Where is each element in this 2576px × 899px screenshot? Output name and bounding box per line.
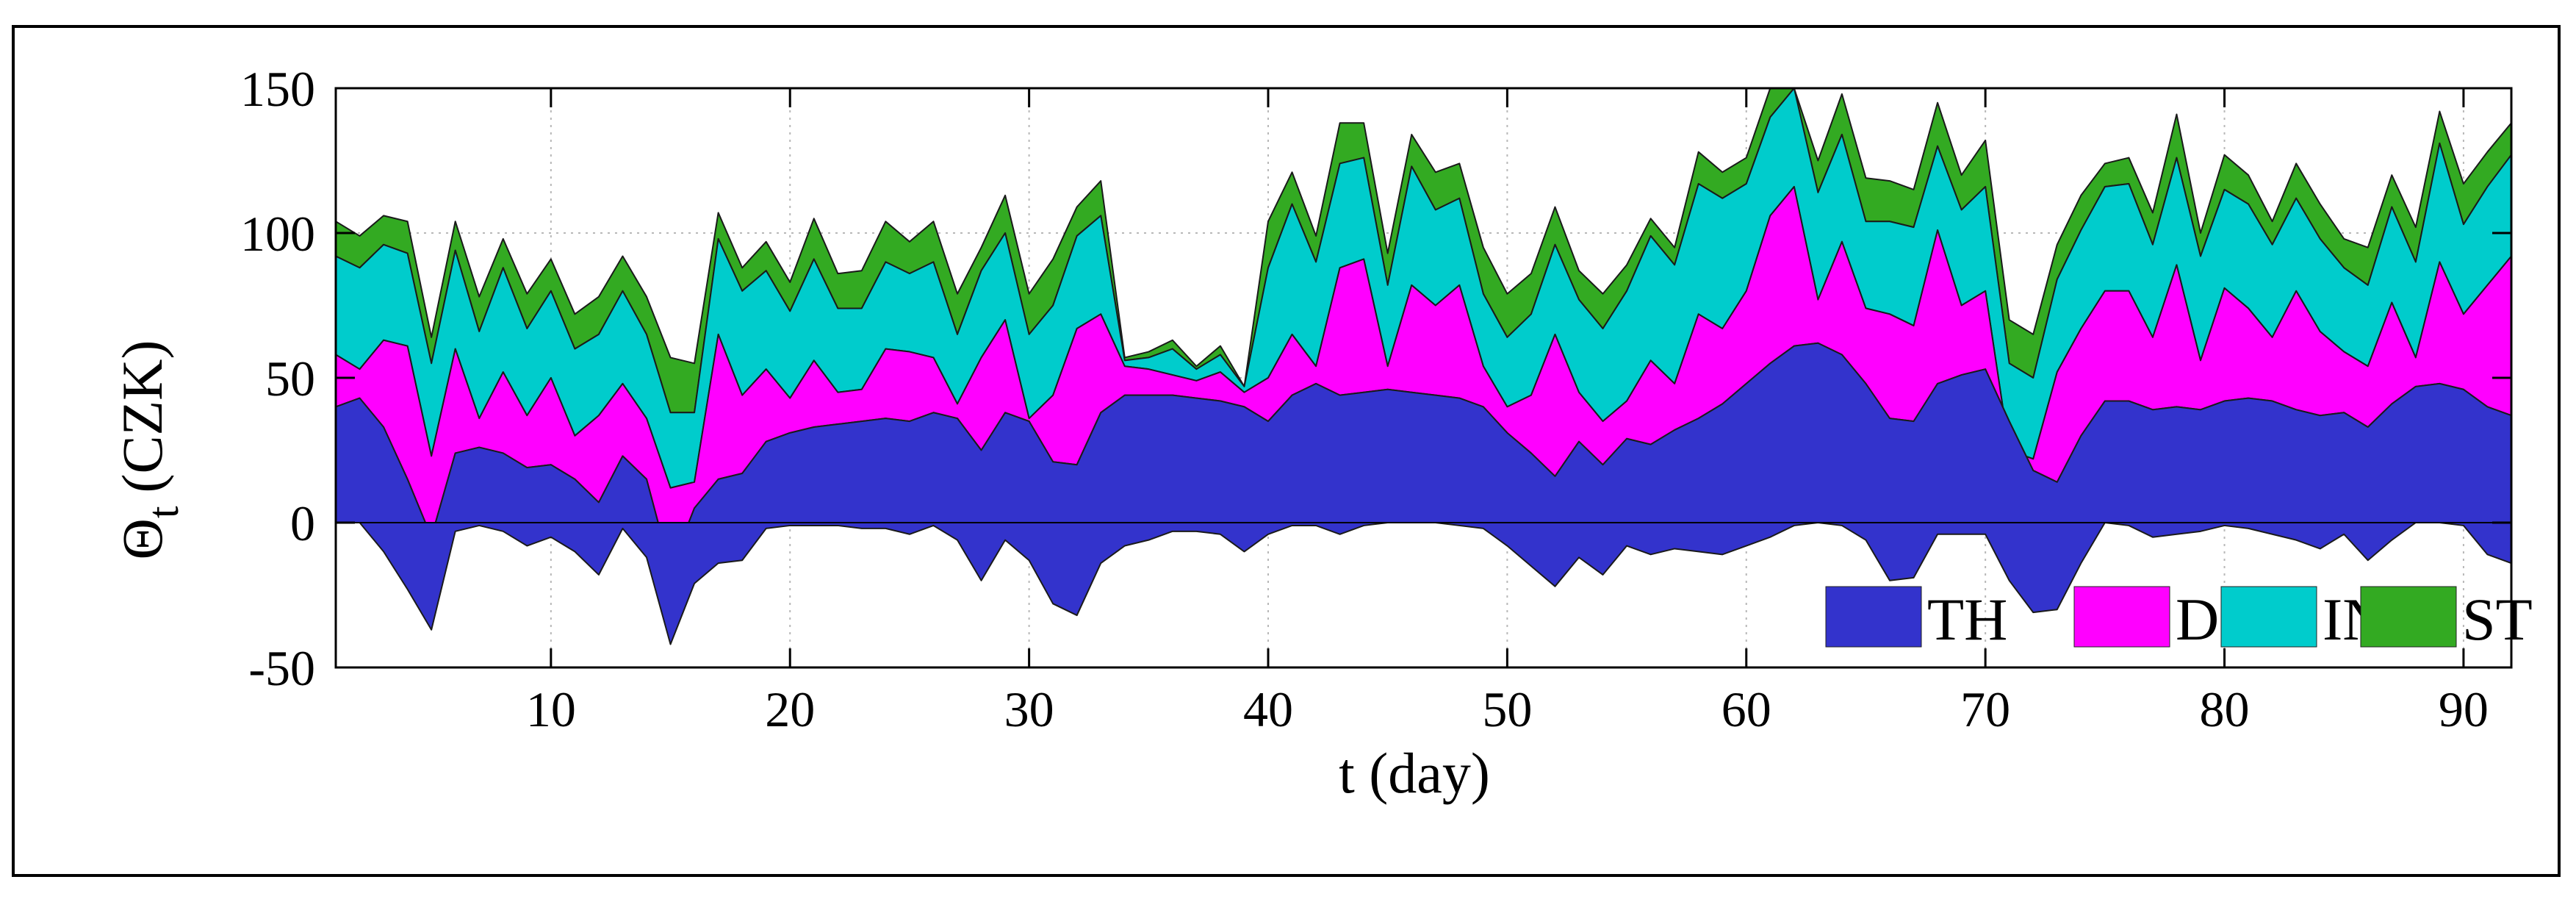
x-tick-label: 30 (1004, 681, 1054, 737)
legend-swatch-st (2360, 586, 2457, 648)
y-tick-label: -50 (248, 640, 315, 696)
x-tick-label: 10 (526, 681, 576, 737)
x-tick-label: 40 (1243, 681, 1293, 737)
axis-titles: t (day) Θt (CZK) (110, 340, 1490, 805)
legend-swatch-in (2220, 586, 2317, 648)
legend-label-th: TH (1927, 586, 2007, 653)
y-tick-label: 150 (240, 61, 315, 117)
legend: TH DE IN ST (1825, 586, 2533, 653)
plot-area (336, 88, 2511, 667)
y-tick-label: 50 (265, 351, 315, 406)
x-tick-label: 90 (2439, 681, 2489, 737)
x-tick-label: 60 (1721, 681, 1771, 737)
y-axis-title: Θt (CZK) (110, 340, 187, 560)
x-tick-label: 70 (1960, 681, 2010, 737)
y-tick-label: 0 (290, 495, 315, 551)
legend-swatch-th (1825, 586, 1922, 648)
x-axis-title: t (day) (1339, 741, 1490, 805)
area-series (336, 88, 2511, 645)
legend-label-st: ST (2462, 586, 2533, 653)
y-tick-label: 100 (240, 206, 315, 262)
x-tick-label: 80 (2200, 681, 2250, 737)
y-axis-subscript: t (139, 506, 187, 518)
x-tick-label: 20 (765, 681, 815, 737)
axes: 10 20 30 40 50 60 70 80 90 -50 0 50 100 150 (240, 61, 2513, 737)
x-tick-label: 50 (1482, 681, 1532, 737)
y-axis-symbol: Θ (110, 518, 174, 559)
legend-swatch-de (2073, 586, 2170, 648)
y-axis-unit: (CZK) (110, 340, 174, 493)
